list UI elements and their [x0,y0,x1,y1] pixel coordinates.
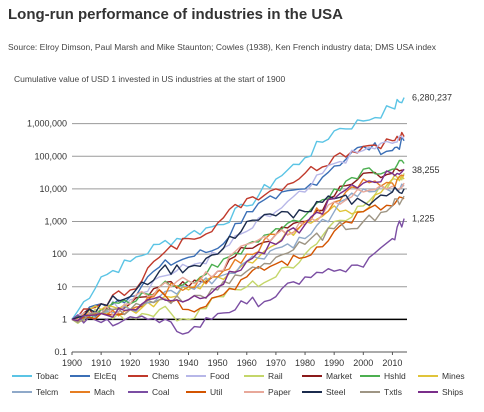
series-line-ships [71,168,405,322]
end-value-label: 6,280,237 [412,93,452,103]
legend-swatch [302,375,322,377]
y-tick-label: 0.1 [54,347,67,357]
y-tick-label: 1 [62,314,67,324]
legend-label: Util [210,387,223,397]
legend-label: Mach [94,387,115,397]
legend-label: Steel [326,387,346,397]
legend-swatch [186,391,206,393]
legend-item-tobac: Tobac [12,371,59,381]
x-tick-label: 1920 [120,358,140,368]
legend-swatch [70,391,90,393]
legend-item-rail: Rail [244,371,283,381]
legend-swatch [302,391,322,393]
legend-label: Ships [442,387,464,397]
legend-swatch [128,375,148,377]
legend-item-chems: Chems [128,371,179,381]
y-tick-label: 100,000 [34,151,67,161]
legend-item-paper: Paper [244,387,291,397]
legend-swatch [244,375,264,377]
x-tick-label: 1980 [295,358,315,368]
x-tick-label: 1930 [149,358,169,368]
legend-swatch [12,375,32,377]
legend-label: Telcm [36,387,59,397]
x-tick-label: 1940 [179,358,199,368]
x-tick-label: 1900 [62,358,82,368]
legend-swatch [360,391,380,393]
legend-item-market: Market [302,371,352,381]
legend-label: Mines [442,371,465,381]
legend-label: ElcEq [94,371,117,381]
x-tick-label: 2010 [382,358,402,368]
x-tick-label: 1960 [237,358,257,368]
legend-item-mines: Mines [418,371,465,381]
series-line-coal [71,218,405,335]
legend-item-telcm: Telcm [12,387,58,397]
chart-subtitle: Cumulative value of USD 1 invested in US… [14,74,286,84]
legend-item-txtls: Txtls [360,387,402,397]
legend-item-mach: Mach [70,387,115,397]
legend-item-util: Util [186,387,222,397]
legend-item-elceq: ElcEq [70,371,116,381]
line-chart: 0.1 1 10 100 1,000 10,000 100,000 1,000,000 1900… [27,93,452,368]
y-tick-label: 1,000,000 [27,119,67,129]
series-line-market [71,168,405,323]
legend-label: Food [210,371,230,381]
end-value-label: 38,255 [412,165,440,175]
legend-label: Market [326,371,352,381]
y-tick-label: 10,000 [39,184,67,194]
series-line-hshld [71,159,405,321]
legend-label: Txtls [384,387,402,397]
legend-swatch [244,391,264,393]
legend-label: Hshld [384,371,406,381]
y-tick-label: 1,000 [44,217,67,227]
chart-title: Long-run performance of industries in th… [8,6,344,23]
series-line-mines [71,173,405,322]
legend-item-coal: Coal [128,387,169,397]
legend-label: Chems [152,371,179,381]
legend-swatch [70,375,90,377]
y-tick-label: 10 [57,282,67,292]
legend-label: Coal [152,387,170,397]
series-line-chems [71,131,405,321]
series-line-steel [71,186,405,321]
legend-swatch [360,375,380,377]
legend-item-hshld: Hshld [360,371,406,381]
legend-swatch [186,375,206,377]
legend-label: Tobac [36,371,59,381]
legend-swatch [12,391,32,393]
x-tick-label: 1970 [266,358,286,368]
x-tick-label: 2000 [353,358,373,368]
legend-item-ships: Ships [418,387,463,397]
series-line-food [71,135,405,320]
legend-item-food: Food [186,371,229,381]
x-tick-label: 1990 [324,358,344,368]
legend-swatch [418,391,438,393]
series-line-txtls [71,195,405,323]
legend-item-steel: Steel [302,387,345,397]
end-value-label: 1,225 [412,214,435,224]
series-line-paper [72,182,405,321]
legend-swatch [418,375,438,377]
x-tick-label: 1910 [91,358,111,368]
legend-label: Rail [268,371,283,381]
chart-source: Source: Elroy Dimson, Paul Marsh and Mik… [8,42,437,52]
y-tick-label: 100 [52,249,67,259]
legend-label: Paper [268,387,291,397]
legend-swatch [128,391,148,393]
series-line-tobac [71,97,405,320]
x-tick-label: 1950 [208,358,228,368]
